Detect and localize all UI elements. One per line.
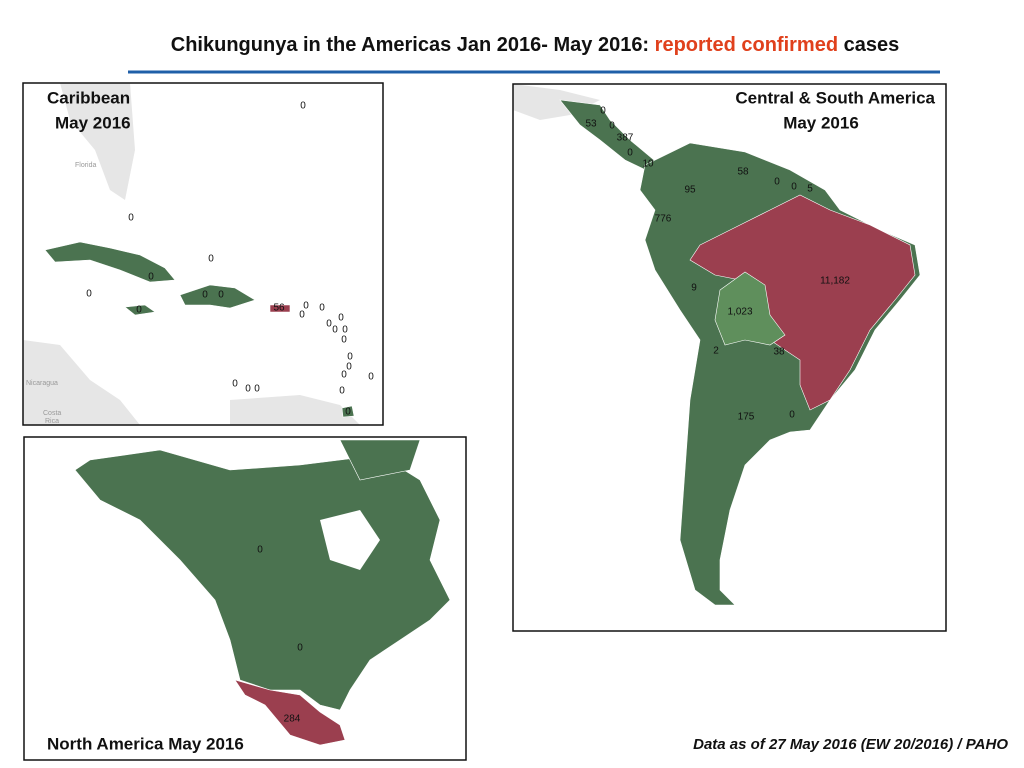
case-count: 0	[136, 305, 142, 316]
case-count: 387	[617, 133, 634, 144]
case-count: 0	[208, 254, 214, 265]
case-count: 0	[609, 121, 615, 132]
place-name: Florida	[75, 162, 97, 169]
case-count: 0	[232, 379, 238, 390]
footer-note: Data as of 27 May 2016 (EW 20/2016) / PA…	[693, 736, 1008, 753]
slide-title: Chikungunya in the Americas Jan 2016- Ma…	[171, 34, 899, 56]
case-count: 0	[774, 177, 780, 188]
case-count: 0	[600, 106, 606, 117]
case-count: 0	[332, 325, 338, 336]
case-count: 10	[642, 159, 654, 170]
case-count: 175	[738, 412, 755, 423]
north-america-frame	[23, 436, 467, 761]
case-count: 0	[245, 384, 251, 395]
case-count: 9	[691, 283, 697, 294]
case-count: 0	[202, 290, 208, 301]
case-count: 58	[737, 167, 749, 178]
caribbean-frame	[22, 82, 384, 426]
case-count: 38	[773, 347, 785, 358]
case-count: 0	[341, 335, 347, 346]
case-count: 0	[148, 272, 154, 283]
panel-title: Caribbean	[47, 88, 130, 107]
case-count: 56	[273, 303, 285, 314]
place-name: Nicaragua	[26, 380, 58, 387]
case-count: 0	[300, 101, 306, 112]
case-count: 0	[339, 386, 345, 397]
south-america-frame	[512, 83, 947, 632]
case-count: 53	[585, 119, 597, 130]
case-count: 0	[297, 643, 303, 654]
south-america-map	[513, 84, 921, 606]
case-count: 95	[684, 185, 696, 196]
case-count: 0	[342, 325, 348, 336]
case-count: 0	[303, 301, 309, 312]
case-count: 0	[254, 384, 260, 395]
case-count: 0	[319, 303, 325, 314]
place-name: Rica	[45, 418, 59, 425]
case-count: 0	[345, 407, 351, 418]
case-count: 0	[368, 372, 374, 383]
caribbean-map	[23, 83, 360, 425]
case-count: 0	[346, 362, 352, 373]
panel-subtitle: May 2016	[55, 113, 131, 132]
case-count: 776	[655, 214, 672, 225]
case-count: 0	[789, 410, 795, 421]
case-count: 0	[791, 182, 797, 193]
case-count: 5	[807, 184, 813, 195]
case-count: 0	[326, 319, 332, 330]
case-count: 0	[299, 310, 305, 321]
panel-title: Central & South America	[735, 88, 935, 107]
case-count: 0	[218, 290, 224, 301]
case-count: 0	[341, 370, 347, 381]
case-count: 284	[284, 714, 301, 725]
place-name: Costa	[43, 410, 61, 417]
north-america-map	[74, 439, 451, 746]
case-count: 0	[128, 213, 134, 224]
panel-subtitle: May 2016	[783, 113, 859, 132]
case-count: 1,023	[727, 307, 752, 318]
case-count: 0	[257, 545, 263, 556]
case-count: 11,182	[820, 276, 850, 287]
case-count: 0	[627, 148, 633, 159]
case-count: 0	[338, 313, 344, 324]
case-count: 2	[713, 346, 719, 357]
case-count: 0	[86, 289, 92, 300]
case-count: 0	[347, 352, 353, 363]
panel-title: North America May 2016	[47, 734, 244, 753]
